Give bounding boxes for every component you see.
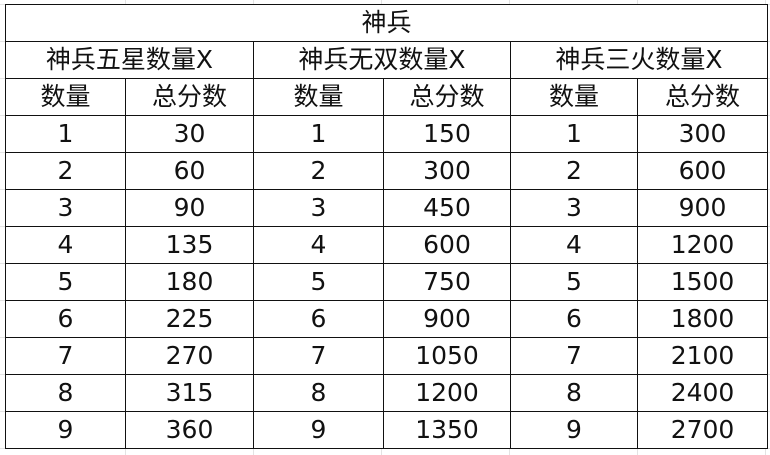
table-cell[interactable]: 6 [253, 300, 384, 338]
table-cell[interactable]: 180 [125, 263, 254, 301]
table-cell[interactable]: 1 [5, 115, 126, 153]
group-header[interactable]: 神兵无双数量X [253, 41, 511, 79]
table-cell[interactable]: 300 [637, 115, 768, 153]
column-header[interactable]: 总分数 [383, 78, 511, 116]
table-cell[interactable]: 1200 [383, 374, 511, 412]
table-title[interactable]: 神兵 [5, 4, 768, 42]
table-cell[interactable]: 4 [5, 226, 126, 264]
table-cell[interactable]: 3 [5, 189, 126, 227]
table-cell[interactable]: 750 [383, 263, 511, 301]
table-cell[interactable]: 4 [253, 226, 384, 264]
table-cell[interactable]: 135 [125, 226, 254, 264]
table-cell[interactable]: 270 [125, 337, 254, 375]
table-cell[interactable]: 1200 [637, 226, 768, 264]
column-header[interactable]: 数量 [5, 78, 126, 116]
table-cell[interactable]: 225 [125, 300, 254, 338]
table-cell[interactable]: 315 [125, 374, 254, 412]
table-cell[interactable]: 1 [253, 115, 384, 153]
table-row: 8 315 8 1200 8 2400 [5, 374, 768, 412]
table-cell[interactable]: 150 [383, 115, 511, 153]
table-cell[interactable]: 1800 [637, 300, 768, 338]
table-row: 9 360 9 1350 9 2700 [5, 411, 768, 449]
table-cell[interactable]: 90 [125, 189, 254, 227]
table-cell[interactable]: 1350 [383, 411, 511, 449]
table-cell[interactable]: 600 [637, 152, 768, 190]
table-row: 4 135 4 600 4 1200 [5, 226, 768, 264]
column-header[interactable]: 总分数 [637, 78, 768, 116]
table-cell[interactable]: 8 [510, 374, 638, 412]
table-row: 7 270 7 1050 7 2100 [5, 337, 768, 375]
table-cell[interactable]: 2400 [637, 374, 768, 412]
table-cell[interactable]: 5 [5, 263, 126, 301]
table-cell[interactable]: 8 [253, 374, 384, 412]
subheader-row: 数量 总分数 数量 总分数 数量 总分数 [5, 78, 768, 116]
table-cell[interactable]: 5 [253, 263, 384, 301]
table-cell[interactable]: 3 [253, 189, 384, 227]
column-header[interactable]: 数量 [510, 78, 638, 116]
table-cell[interactable]: 8 [5, 374, 126, 412]
table-cell[interactable]: 2700 [637, 411, 768, 449]
column-header[interactable]: 总分数 [125, 78, 254, 116]
group-header[interactable]: 神兵五星数量X [5, 41, 254, 79]
table-cell[interactable]: 2 [253, 152, 384, 190]
table-cell[interactable]: 9 [5, 411, 126, 449]
table-cell[interactable]: 2 [510, 152, 638, 190]
table-cell[interactable]: 7 [5, 337, 126, 375]
title-row: 神兵 [5, 4, 768, 42]
table-row: 5 180 5 750 5 1500 [5, 263, 768, 301]
table-cell[interactable]: 5 [510, 263, 638, 301]
group-header[interactable]: 神兵三火数量X [510, 41, 768, 79]
table-cell[interactable]: 9 [253, 411, 384, 449]
table-cell[interactable]: 2 [5, 152, 126, 190]
table-cell[interactable]: 6 [510, 300, 638, 338]
table-cell[interactable]: 2100 [637, 337, 768, 375]
table-cell[interactable]: 900 [637, 189, 768, 227]
table-cell[interactable]: 360 [125, 411, 254, 449]
score-table: 神兵 神兵五星数量X 神兵无双数量X 神兵三火数量X 数量 总分数 数量 总分数… [5, 4, 768, 449]
table-cell[interactable]: 60 [125, 152, 254, 190]
table-cell[interactable]: 7 [253, 337, 384, 375]
table-row: 2 60 2 300 2 600 [5, 152, 768, 190]
table-cell[interactable]: 6 [5, 300, 126, 338]
table-cell[interactable]: 450 [383, 189, 511, 227]
table-cell[interactable]: 1050 [383, 337, 511, 375]
table-cell[interactable]: 900 [383, 300, 511, 338]
table-row: 1 30 1 150 1 300 [5, 115, 768, 153]
table-cell[interactable]: 1 [510, 115, 638, 153]
table-cell[interactable]: 9 [510, 411, 638, 449]
table-cell[interactable]: 3 [510, 189, 638, 227]
table-cell[interactable]: 600 [383, 226, 511, 264]
column-header[interactable]: 数量 [253, 78, 384, 116]
table-row: 6 225 6 900 6 1800 [5, 300, 768, 338]
table-cell[interactable]: 300 [383, 152, 511, 190]
table-cell[interactable]: 1500 [637, 263, 768, 301]
group-header-row: 神兵五星数量X 神兵无双数量X 神兵三火数量X [5, 41, 768, 79]
table-cell[interactable]: 30 [125, 115, 254, 153]
table-cell[interactable]: 4 [510, 226, 638, 264]
table-row: 3 90 3 450 3 900 [5, 189, 768, 227]
table-cell[interactable]: 7 [510, 337, 638, 375]
